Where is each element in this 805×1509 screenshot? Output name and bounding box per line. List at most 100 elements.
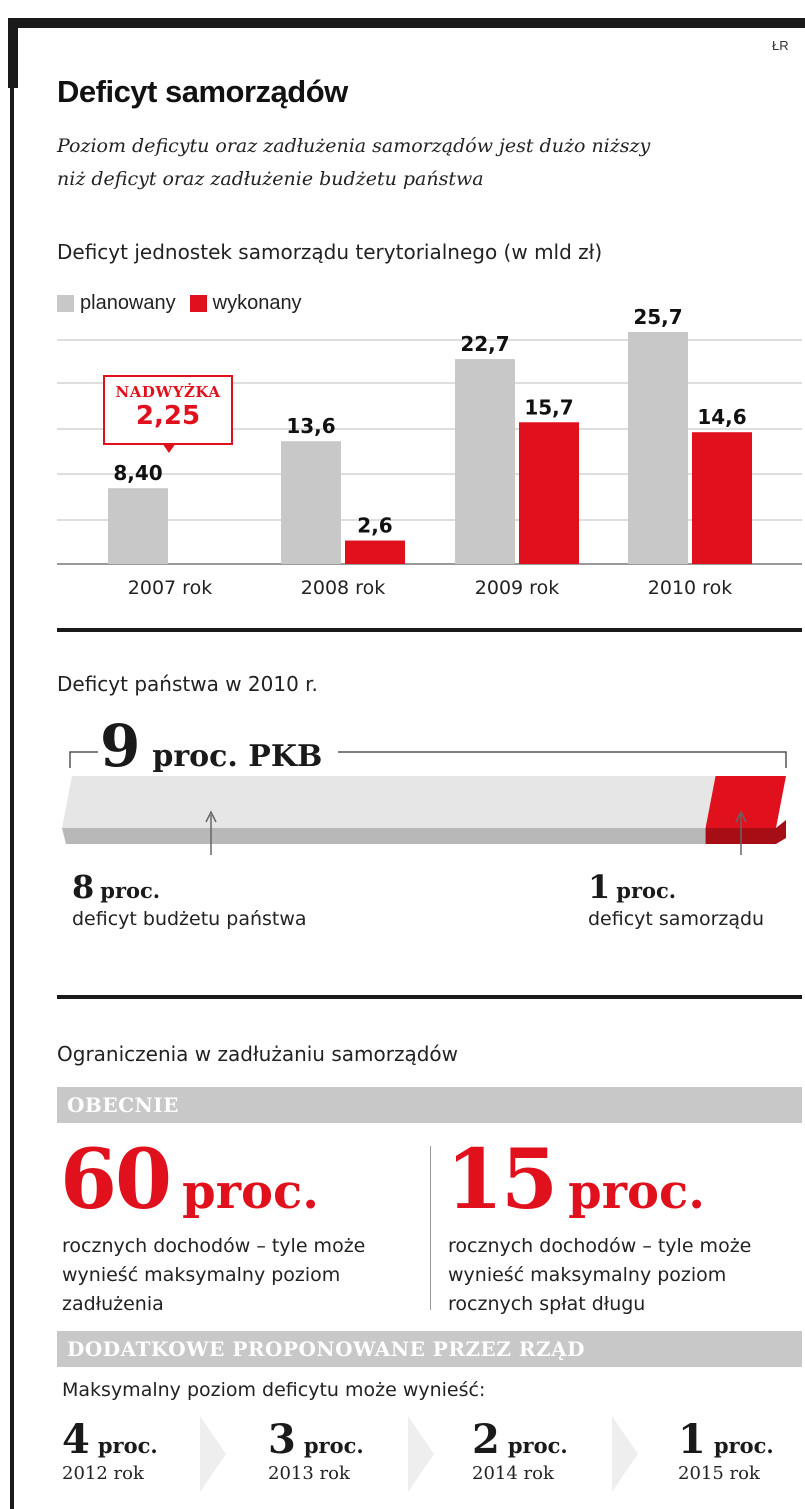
- limit-debt-desc-line-3: zadłużenia: [62, 1293, 164, 1315]
- step-2012: 4 proc. 2012 rok: [62, 1416, 158, 1484]
- step-2014: 2 proc. 2014 rok: [472, 1416, 568, 1484]
- limit-repayment-figure: 15 proc.: [446, 1132, 705, 1228]
- bar-chart: 8,40 13,6 22,7 25,7 2,6 15,7 14,6 2007 rok 2008…: [57, 305, 802, 599]
- category-label: 2007 rok: [128, 577, 212, 599]
- step-2013-unit: proc.: [303, 1433, 364, 1458]
- local-arrow-icon: [735, 810, 747, 855]
- band-proposed: DODATKOWE PROPONOWANE PRZEZ RZĄD: [57, 1331, 802, 1367]
- legend-swatch-planowany: [57, 295, 74, 312]
- surplus-callout: NADWYŻKA 2,25: [103, 375, 233, 445]
- legend-swatch-wykonany: [189, 295, 207, 312]
- limits-column-divider: [430, 1146, 431, 1310]
- budget-deficit-bar-top: [62, 776, 716, 828]
- step-2013: 3 proc. 2013 rok: [268, 1416, 364, 1484]
- step-2012-value: 4: [62, 1416, 90, 1463]
- section-divider-1: [57, 628, 802, 632]
- limit-repayment-desc-line-1: rocznych dochodów – tyle może: [448, 1235, 752, 1257]
- chart-bars: [108, 332, 752, 564]
- page-subtitle: Poziom deficytu oraz zadłużenia samorząd…: [57, 130, 777, 196]
- bar-value-label: 2,6: [357, 514, 392, 538]
- bar-planowany-3: [628, 332, 688, 564]
- state-deficit-heading: Deficyt państwa w 2010 r.: [57, 672, 318, 696]
- page-title: Deficyt samorządów: [57, 74, 348, 109]
- step-chevron-2: [408, 1416, 434, 1492]
- local-deficit-figure: 1 proc.: [588, 868, 676, 906]
- legend-label-planowany: planowany: [80, 292, 176, 314]
- limit-debt-desc: rocznych dochodów – tyle może wynieść ma…: [62, 1232, 365, 1319]
- step-chevron-1: [200, 1416, 226, 1492]
- bar-value-label: 13,6: [286, 414, 335, 438]
- bar-planowany-1: [281, 441, 341, 564]
- bar-value-label: 25,7: [633, 305, 682, 329]
- budget-deficit-figure: 8 proc.: [72, 868, 160, 906]
- step-2012-year: 2012 rok: [62, 1463, 144, 1484]
- limit-debt-value: 60: [60, 1132, 172, 1228]
- proposed-intro: Maksymalny poziom deficytu może wynieść:: [62, 1379, 486, 1401]
- bar-planowany-2: [455, 359, 515, 564]
- chart-legend: planowany wykonany: [57, 292, 316, 315]
- total-bracket: [69, 751, 787, 768]
- bar-wykonany-2: [519, 422, 579, 564]
- bar-wykonany-1: [345, 540, 405, 564]
- frame-left-border: [8, 18, 18, 88]
- local-deficit-value: 1: [588, 868, 611, 906]
- step-2013-year: 2013 rok: [268, 1463, 350, 1484]
- limit-debt-desc-line-2: wynieść maksymalny poziom: [62, 1264, 341, 1286]
- chart-title: Deficyt jednostek samorządu terytorialne…: [57, 240, 603, 264]
- step-2015-unit: proc.: [713, 1433, 774, 1458]
- budget-arrow-icon: [205, 810, 217, 855]
- local-deficit-desc: deficyt samorządu: [588, 908, 765, 930]
- step-chevron-3: [612, 1416, 638, 1492]
- subtitle-line-1: Poziom deficytu oraz zadłużenia samorząd…: [57, 135, 651, 157]
- local-deficit-bar: [705, 820, 786, 844]
- local-deficit-bar-top: [705, 776, 786, 828]
- category-label: 2009 rok: [475, 577, 559, 599]
- limits-heading: Ograniczenia w zadłużaniu samorządów: [57, 1042, 458, 1066]
- frame-left-line: [10, 88, 14, 1509]
- limit-repayment-value: 15: [446, 1132, 558, 1228]
- limit-repayment-desc-line-3: rocznych spłat długu: [448, 1293, 646, 1315]
- step-2014-value: 2: [472, 1416, 500, 1463]
- step-2012-unit: proc.: [97, 1433, 158, 1458]
- step-2015-value: 1: [678, 1416, 706, 1463]
- frame-top-border: [8, 18, 805, 28]
- surplus-label: NADWYŻKA: [115, 383, 221, 401]
- step-2015-year: 2015 rok: [678, 1463, 760, 1484]
- local-deficit-unit: proc.: [616, 878, 677, 903]
- surplus-value: 2,25: [135, 401, 201, 431]
- legend-item-wykonany: wykonany: [189, 292, 302, 315]
- limit-debt-desc-line-1: rocznych dochodów – tyle może: [62, 1235, 366, 1257]
- category-label: 2008 rok: [301, 577, 385, 599]
- budget-deficit-value: 8: [72, 868, 95, 906]
- legend-item-planowany: planowany: [57, 292, 176, 315]
- bar-wykonany-3: [692, 432, 752, 564]
- step-2013-value: 3: [268, 1416, 296, 1463]
- limit-debt-figure: 60 proc.: [60, 1132, 319, 1228]
- limit-repayment-desc: rocznych dochodów – tyle może wynieść ma…: [448, 1232, 751, 1319]
- chart-value-labels: 8,40 13,6 22,7 25,7 2,6 15,7 14,6: [113, 305, 746, 538]
- total-deficit-unit: proc. PKB: [152, 739, 323, 774]
- state-deficit-graphic: [62, 751, 787, 855]
- legend-label-wykonany: wykonany: [212, 292, 302, 314]
- limit-repayment-unit: proc.: [568, 1164, 705, 1220]
- surplus-callout-pointer: [162, 443, 176, 453]
- total-deficit-value: 9: [100, 712, 141, 780]
- band-current: OBECNIE: [57, 1087, 802, 1123]
- section-divider-2: [57, 995, 802, 999]
- bar-value-label: 14,6: [697, 405, 746, 429]
- step-2014-year: 2014 rok: [472, 1463, 554, 1484]
- bar-planowany-0: [108, 488, 168, 564]
- bar-value-label: 8,40: [113, 461, 162, 485]
- step-2015: 1 proc. 2015 rok: [678, 1416, 774, 1484]
- subtitle-line-2: niż deficyt oraz zadłużenie budżetu pańs…: [57, 168, 484, 190]
- budget-deficit-desc: deficyt budżetu państwa: [72, 908, 307, 930]
- step-2014-unit: proc.: [507, 1433, 568, 1458]
- bar-value-label: 22,7: [460, 332, 509, 356]
- chart-category-labels: 2007 rok 2008 rok 2009 rok 2010 rok: [128, 577, 732, 599]
- bar-value-label: 15,7: [524, 395, 573, 419]
- author-credit: ŁR: [772, 38, 789, 53]
- total-deficit: 9 proc. PKB: [100, 712, 322, 780]
- budget-deficit-unit: proc.: [100, 878, 161, 903]
- limit-debt-unit: proc.: [182, 1164, 319, 1220]
- limit-repayment-desc-line-2: wynieść maksymalny poziom: [448, 1264, 727, 1286]
